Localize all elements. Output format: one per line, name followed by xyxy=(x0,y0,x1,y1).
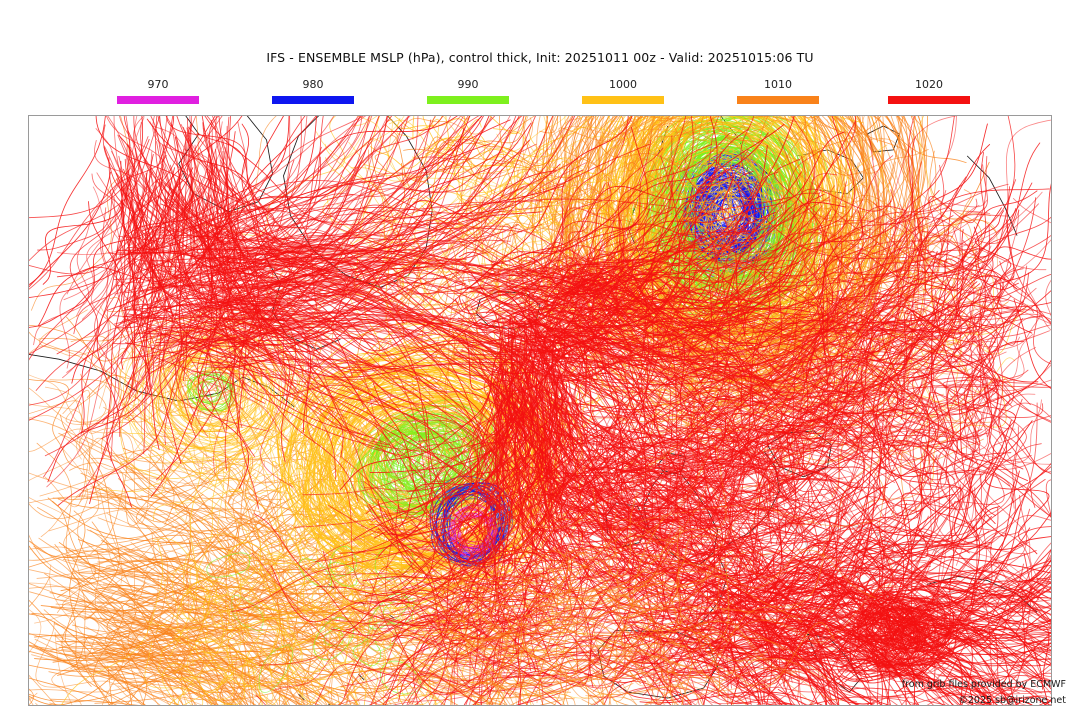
legend-entry-970: 970 xyxy=(93,78,223,104)
legend-label-1010: 1010 xyxy=(713,78,843,91)
legend-label-1020: 1020 xyxy=(864,78,994,91)
mslp-ensemble-map[interactable] xyxy=(28,115,1052,706)
legend-entry-990: 990 xyxy=(403,78,533,104)
page-title: IFS - ENSEMBLE MSLP (hPa), control thick… xyxy=(0,50,1080,65)
legend-entry-1010: 1010 xyxy=(713,78,843,104)
legend-label-970: 970 xyxy=(93,78,223,91)
legend-swatch-980 xyxy=(272,96,354,104)
legend-swatch-1010 xyxy=(737,96,819,104)
legend-label-990: 990 xyxy=(403,78,533,91)
legend-entry-1000: 1000 xyxy=(558,78,688,104)
legend-swatch-1000 xyxy=(582,96,664,104)
legend-swatch-1020 xyxy=(888,96,970,104)
data-source-credit: from grib files provided by ECMWF xyxy=(902,679,1066,690)
contour-legend: 970 980 990 1000 1010 1020 xyxy=(0,78,1080,108)
legend-entry-1020: 1020 xyxy=(864,78,994,104)
legend-label-1000: 1000 xyxy=(558,78,688,91)
copyright-credit: ©2025 sb@irizone.net xyxy=(958,695,1066,706)
spaghetti-contour-plot xyxy=(29,116,1051,705)
legend-swatch-990 xyxy=(427,96,509,104)
legend-swatch-970 xyxy=(117,96,199,104)
legend-label-980: 980 xyxy=(248,78,378,91)
legend-entry-980: 980 xyxy=(248,78,378,104)
